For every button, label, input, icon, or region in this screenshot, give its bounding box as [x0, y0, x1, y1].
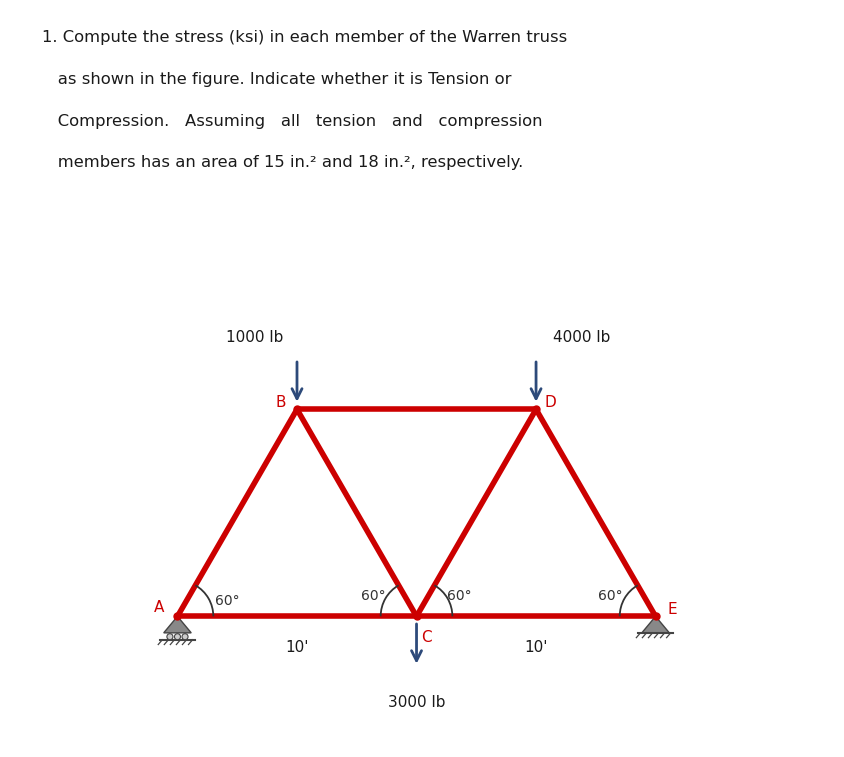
Polygon shape — [641, 616, 668, 633]
Text: D: D — [544, 394, 555, 410]
Text: 60°: 60° — [598, 589, 622, 603]
Text: A: A — [154, 600, 165, 615]
Text: 60°: 60° — [360, 589, 386, 603]
Text: 1. Compute the stress (ksi) in each member of the Warren truss: 1. Compute the stress (ksi) in each memb… — [42, 30, 567, 45]
Circle shape — [181, 634, 188, 640]
Text: E: E — [667, 602, 676, 617]
Text: 3000 lb: 3000 lb — [387, 695, 445, 710]
Polygon shape — [164, 616, 191, 633]
Text: 60°: 60° — [446, 589, 471, 603]
Circle shape — [174, 634, 181, 640]
Circle shape — [652, 614, 657, 618]
Text: 60°: 60° — [215, 593, 240, 608]
Text: 10': 10' — [285, 640, 308, 655]
Circle shape — [175, 614, 180, 618]
Text: as shown in the figure. Indicate whether it is Tension or: as shown in the figure. Indicate whether… — [42, 72, 511, 87]
Text: 10': 10' — [523, 640, 547, 655]
Text: 1000 lb: 1000 lb — [226, 330, 284, 345]
Text: 4000 lb: 4000 lb — [552, 330, 609, 345]
Text: Compression.   Assuming   all   tension   and   compression: Compression. Assuming all tension and co… — [42, 114, 542, 129]
Text: C: C — [420, 631, 431, 646]
Text: B: B — [274, 394, 285, 410]
Text: members has an area of 15 in.² and 18 in.², respectively.: members has an area of 15 in.² and 18 in… — [42, 155, 523, 170]
Circle shape — [166, 634, 173, 640]
